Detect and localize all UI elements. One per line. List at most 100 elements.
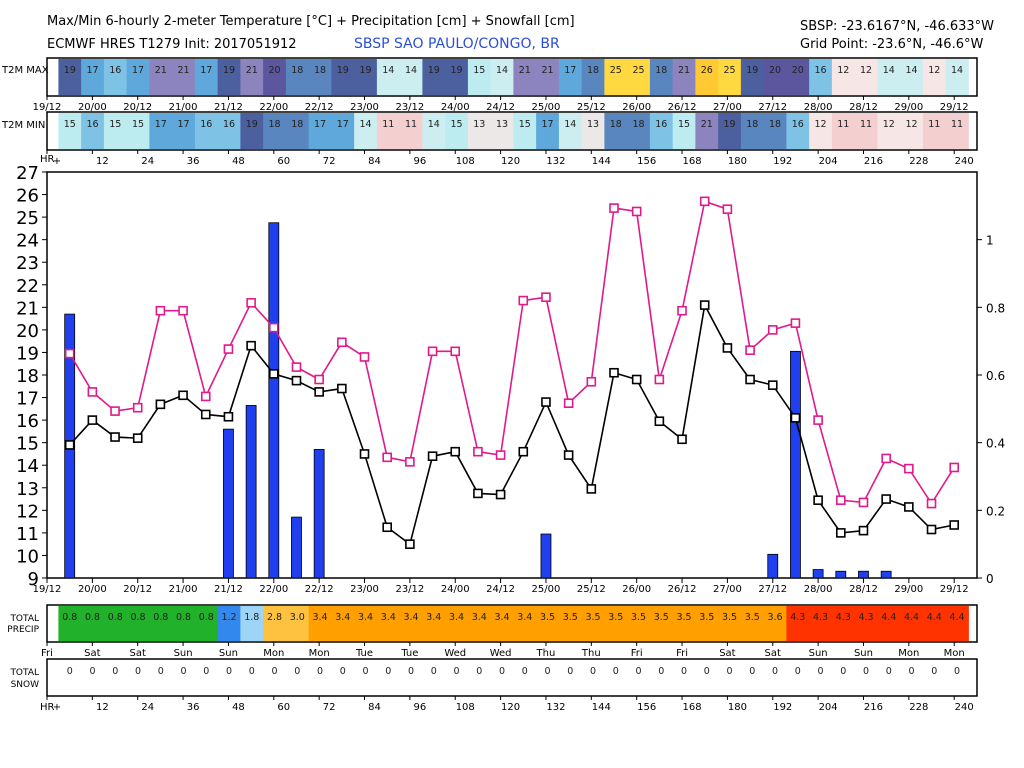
total-precip-value: 0.8 <box>130 612 145 623</box>
t2m-max-cell <box>331 59 355 95</box>
total-precip-cell <box>263 606 287 641</box>
hour-tick-label-bottom: 180 <box>728 702 747 713</box>
t2m-min-cell <box>854 113 878 149</box>
date-tick-label: 22/00 <box>259 102 288 113</box>
min-temp-point <box>904 502 914 512</box>
t2m-min-value: 18 <box>769 119 781 130</box>
date-tick-label: 20/00 <box>78 102 107 113</box>
y-tick-label: 22 <box>16 276 39 297</box>
t2m-min-row: 15 16 15 15 17 17 16 16 19 18 18 17 17 14 11 11 14 15 13 13… <box>46 111 978 167</box>
t2m-min-value: 11 <box>951 119 963 130</box>
total-snow-value: 0 <box>363 666 369 677</box>
precip-bar <box>858 570 869 579</box>
x-tick-label: 25/00 <box>532 584 561 595</box>
total-precip-value: 3.5 <box>676 612 691 623</box>
t2m-min-value: 11 <box>837 119 849 130</box>
hour-tick-label: 180 <box>728 156 747 167</box>
total-precip-value: 3.4 <box>517 612 532 623</box>
precip-bar <box>835 570 847 579</box>
min-temp-point <box>291 375 302 386</box>
t2m-min-cell <box>945 113 969 149</box>
t2m-max-cell <box>263 59 287 95</box>
t2m-max-value: 14 <box>405 65 417 76</box>
t2m-max-cell <box>718 59 742 95</box>
x-tick-label: 22/00 <box>259 584 288 595</box>
t2m-max-cell <box>240 59 264 95</box>
t2m-max-cell <box>558 59 583 95</box>
t2m-min-cell <box>490 113 514 149</box>
t2m-min-value: 16 <box>86 119 98 130</box>
y-tick-label: 13 <box>16 479 39 500</box>
t2m-min-value: 11 <box>860 119 872 130</box>
t2m-min-value: 17 <box>314 119 326 130</box>
hour-tick-label-bottom: 216 <box>864 702 883 713</box>
t2m-max-cell <box>854 59 878 95</box>
total-precip-cell <box>581 606 605 641</box>
t2m-min-cell <box>467 113 492 149</box>
t2m-min-cell <box>399 113 423 149</box>
x-tick-label: 29/00 <box>894 584 923 595</box>
y-tick-label: 25 <box>16 208 39 229</box>
x-tick-label: 24/12 <box>486 584 515 595</box>
t2m-max-value: 15 <box>473 65 485 76</box>
total-snow-value: 0 <box>749 666 755 677</box>
t2m-min-value: 11 <box>382 119 394 130</box>
max-temp-point <box>314 374 324 385</box>
max-temp-point <box>450 346 461 357</box>
hour-tick-label: 12 <box>96 156 109 167</box>
hour-tick-label: 84 <box>368 156 381 167</box>
date-tick-label: 26/00 <box>622 102 651 113</box>
total-precip-cell <box>217 606 241 641</box>
row-frame <box>46 658 978 697</box>
total-precip-value: 0.8 <box>199 612 214 623</box>
total-precip-value: 3.5 <box>654 612 669 623</box>
min-temp-point <box>473 488 483 499</box>
max-temp-point <box>722 204 733 215</box>
min-temp-point <box>858 525 869 536</box>
total-snow-value: 0 <box>613 666 619 677</box>
t2m-max-value: 12 <box>928 65 940 76</box>
min-temp-point <box>200 409 211 420</box>
min-temp-point <box>223 411 234 422</box>
t2m-max-cell <box>513 59 537 95</box>
total-precip-value: 3.5 <box>540 612 555 623</box>
t2m-max-cell <box>172 59 196 95</box>
min-temp-point <box>64 440 75 450</box>
total-precip-cell <box>922 606 947 641</box>
t2m-min-value: 19 <box>246 119 258 130</box>
hour-tick-label-bottom: 228 <box>909 702 928 713</box>
max-temp-point <box>495 450 506 460</box>
t2m-min-cell <box>627 113 651 149</box>
hour-tick-label: 120 <box>501 156 520 167</box>
t2m-max-value: 19 <box>64 65 76 76</box>
total-precip-cell <box>786 606 810 641</box>
total-snow-value: 0 <box>931 666 937 677</box>
y2-tick-label: 1 <box>986 234 994 248</box>
hour-tick-label-bottom: 156 <box>637 702 656 713</box>
x-tick-label: 21/00 <box>169 584 198 595</box>
t2m-max-cell <box>945 59 969 95</box>
t2m-max-value: 25 <box>632 65 644 76</box>
hour-tick-label-bottom: 168 <box>682 702 701 713</box>
total-snow-row: 0 0 0 0 0 0 0 0 0 0 0 0 0 0 0 0 0 0 0 0 0 0 0 0 0 0 0 0 0 0 0 0 0 0 0 0 0 0 0 0… <box>46 658 978 713</box>
hour-tick-label: 72 <box>323 156 336 167</box>
x-tick-label: 27/12 <box>758 584 787 595</box>
max-temp-point <box>745 345 755 355</box>
t2m-min-cell <box>240 113 264 149</box>
t2m-max-cell <box>649 59 674 95</box>
t2m-min-cell <box>604 113 628 149</box>
t2m-min-cell <box>536 113 560 149</box>
max-temp-point <box>790 318 801 328</box>
t2m-min-value: 15 <box>519 119 531 130</box>
t2m-max-value: 20 <box>792 65 804 76</box>
date-tick-label: 29/12 <box>940 102 969 113</box>
total-precip-value: 0.8 <box>85 612 100 623</box>
t2m-min-value: 16 <box>655 119 667 130</box>
total-snow-value: 0 <box>203 666 209 677</box>
t2m-max-value: 12 <box>837 65 849 76</box>
t2m-min-cell <box>740 113 765 149</box>
total-snow-value: 0 <box>886 666 892 677</box>
total-precip-value: 2.8 <box>267 612 282 623</box>
t2m-max-value: 17 <box>86 65 98 76</box>
t2m-max-value: 21 <box>678 65 690 76</box>
